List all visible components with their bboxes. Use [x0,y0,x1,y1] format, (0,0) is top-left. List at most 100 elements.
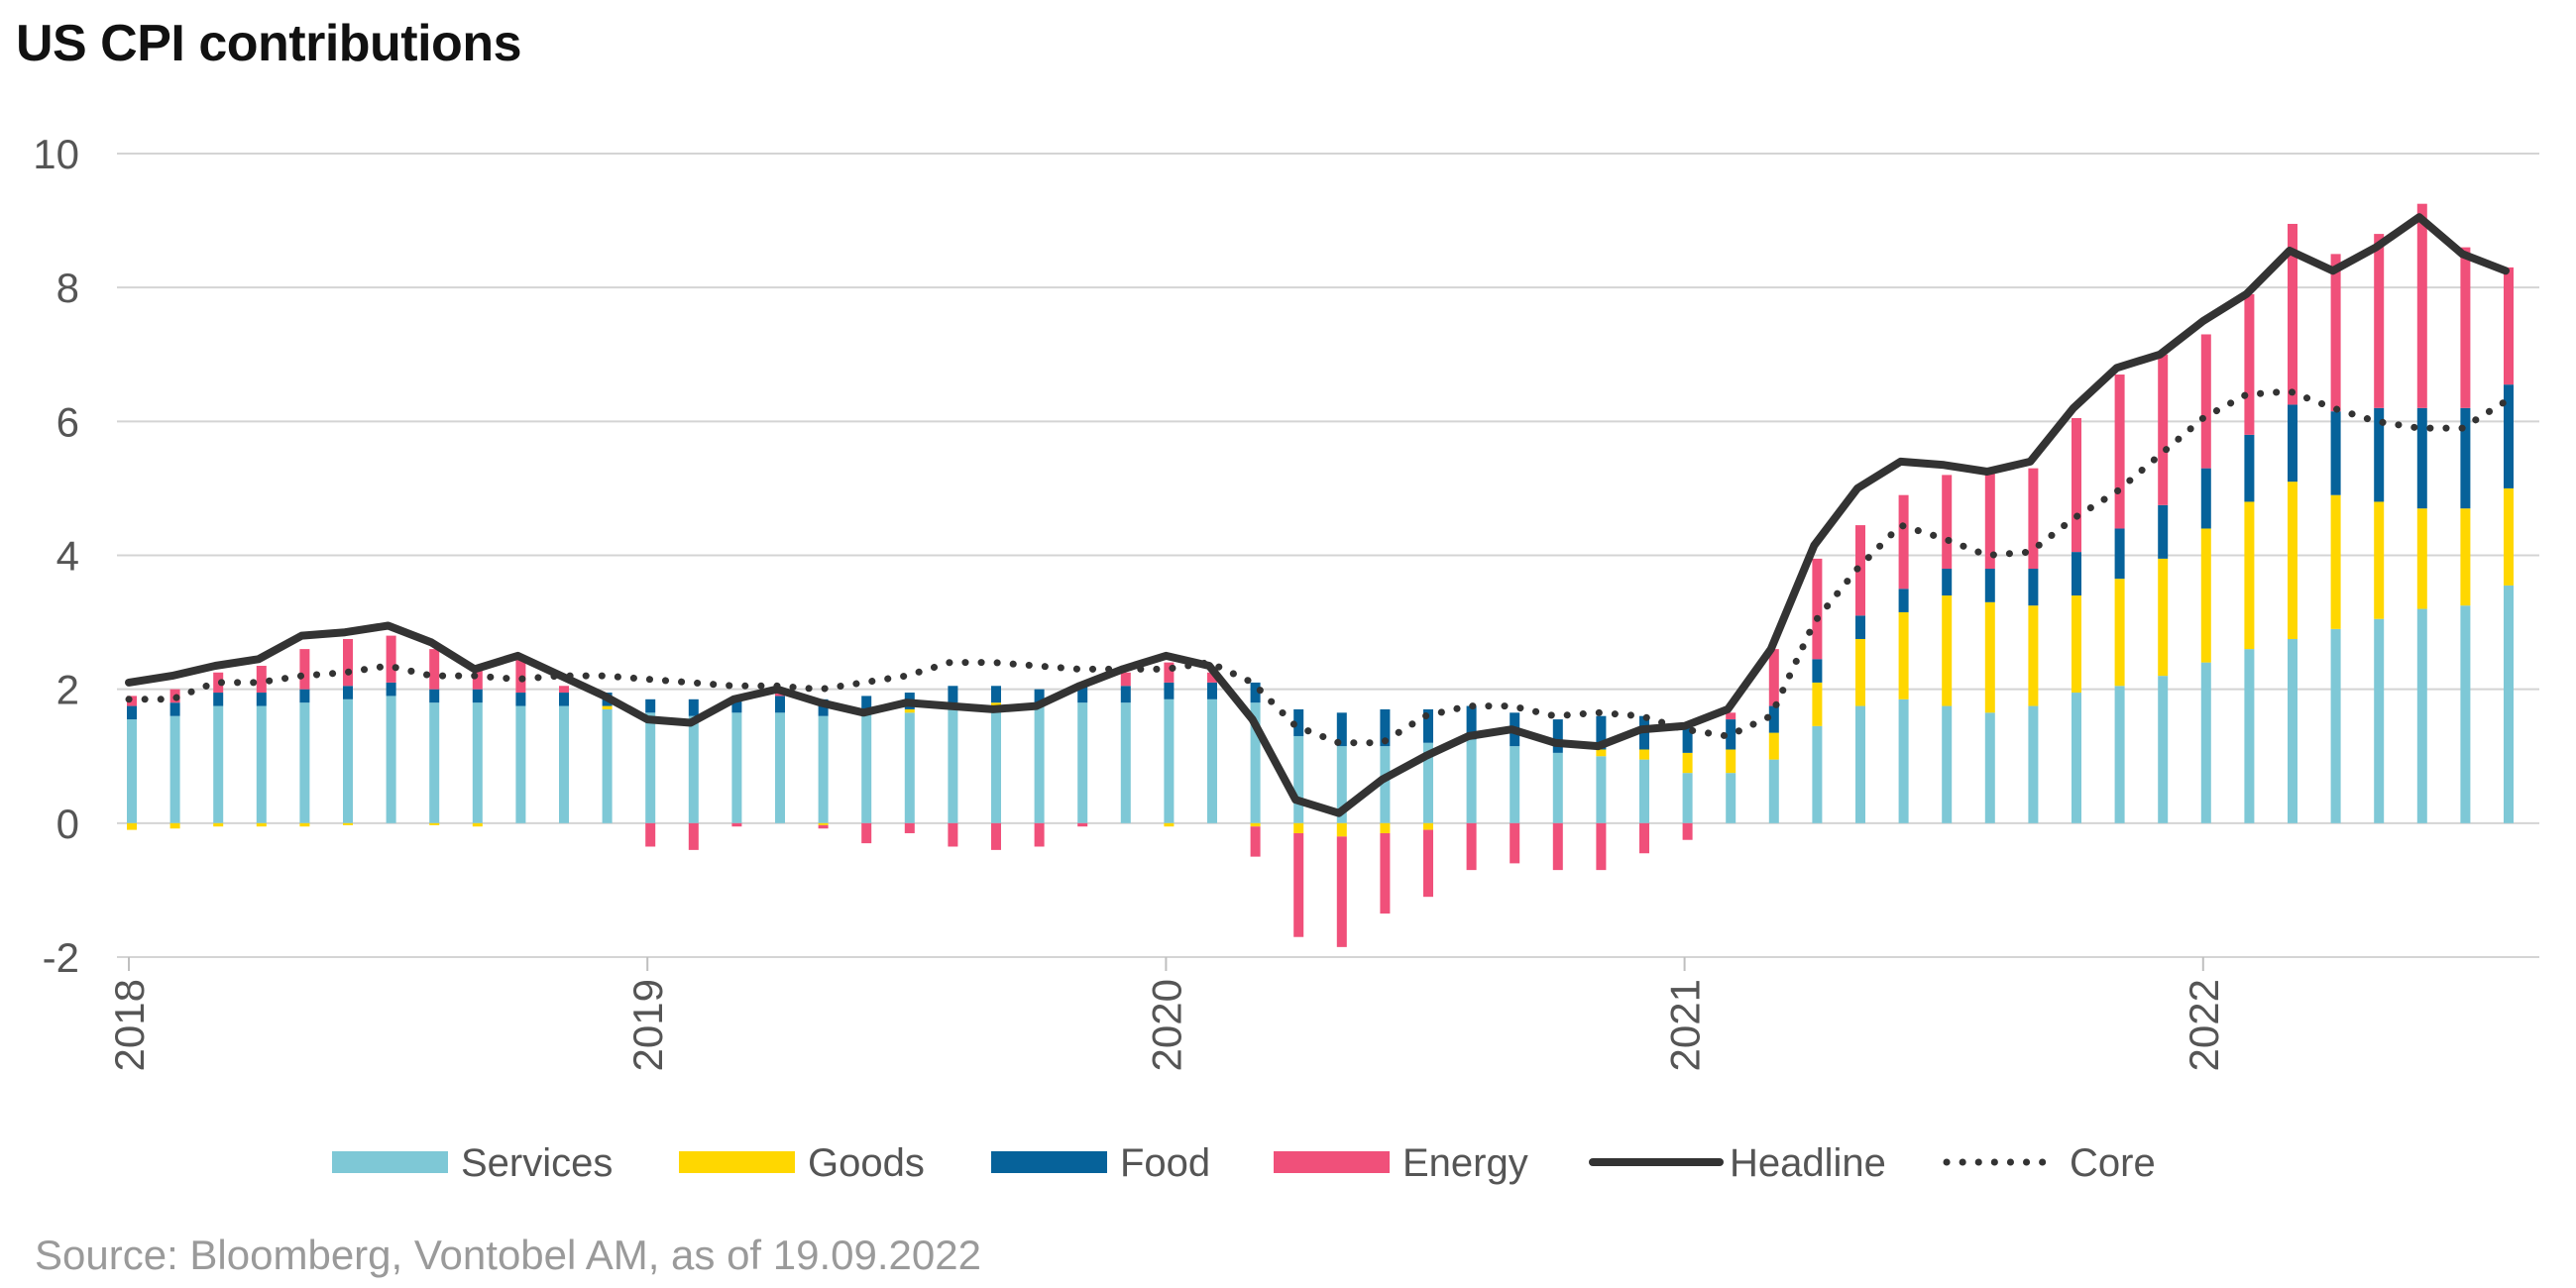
bar-services [1552,752,1563,823]
y-tick-label: 6 [56,398,79,445]
bar-services [1380,746,1391,823]
bar-food [429,689,440,703]
bar-food [688,698,699,716]
bar-services [1293,735,1304,823]
legend-label: Services [461,1141,613,1185]
bar-services [127,719,137,823]
bar-services [2288,638,2297,823]
bar-energy [1466,822,1477,871]
bar-food [1682,722,1693,753]
bar-energy [1164,662,1175,683]
bar-food [559,693,569,706]
bar-energy [1639,822,1649,854]
bar-services [2416,608,2427,823]
bar-services [1466,739,1477,823]
legend-label: Goods [808,1141,925,1185]
bar-services [1120,702,1131,823]
bar-food [2072,552,2081,596]
bar-energy [1726,712,1736,720]
bar-services [948,708,958,823]
bar-energy [1942,475,1953,570]
bar-food [991,686,1001,703]
bar-goods [1639,749,1649,760]
bar-services [1207,698,1217,823]
bar-goods [2504,487,2514,586]
bar-energy [256,666,267,694]
bar-energy [1293,832,1304,937]
bar-energy [1034,822,1045,847]
bar-food [472,689,483,703]
bar-goods [2114,579,2125,687]
bar-goods [127,822,137,830]
bar-energy [1250,826,1261,857]
bar-goods [1898,611,1909,699]
bar-services [2330,628,2341,823]
legend-swatch [332,1151,448,1173]
bar-goods [1855,638,1865,706]
bar-food [818,698,829,716]
chart-title: US CPI contributions [16,15,522,72]
bar-services [1855,705,1865,823]
bar-services [775,712,785,823]
bar-goods [1812,682,1823,726]
y-tick-label: 0 [56,801,79,847]
bar-services [472,702,483,823]
bar-goods [429,822,440,825]
bar-food [2028,569,2039,606]
bar-food [775,696,785,713]
bar-services [2504,585,2514,823]
bar-services [2158,676,2169,823]
bar-services [1812,725,1823,823]
bar-goods [1293,822,1304,833]
bar-food [1552,719,1563,753]
bar-services [1942,705,1953,823]
x-tick-label: 2019 [624,979,671,1071]
bar-energy [1077,822,1088,827]
bar-food [1855,615,1865,639]
bar-goods [2288,482,2297,639]
bar-services [1768,759,1779,823]
bar-food [2114,528,2125,580]
bar-food [1984,569,1995,602]
bar-food [1596,715,1607,750]
bar-food [645,698,656,713]
bar-food [1034,689,1045,706]
bar-food [299,689,310,703]
y-tick-label: -2 [43,934,79,981]
bar-energy [1682,822,1693,840]
bar-energy [2028,468,2039,570]
bar-services [386,696,396,823]
bar-services [1639,759,1649,823]
bar-goods [1596,749,1607,757]
gridlines [117,153,2539,958]
bar-goods [1380,822,1391,833]
bar-food [2416,407,2427,509]
bar-food [1207,682,1217,699]
line-core [125,387,2510,747]
bar-services [515,705,526,823]
bar-services [2114,686,2125,823]
legend-item-goods: Goods [679,1141,925,1185]
bar-energy [818,824,829,829]
y-tick-label: 8 [56,265,79,311]
bar-services [602,708,613,823]
bar-energy [1510,822,1520,864]
bar-food [1768,705,1779,733]
bar-services [1510,746,1520,823]
legend-item-food: Food [991,1141,1210,1185]
bar-goods [256,822,267,827]
bar-energy [1984,472,1995,570]
bar-services [343,698,353,823]
bar-goods [2028,605,2039,706]
bar-goods [2244,501,2255,650]
y-axis: 10 8 6 4 2 0 -2 [33,131,79,981]
bar-food [1380,708,1391,747]
bar-energy [1812,558,1823,660]
y-tick-label: 10 [33,131,79,177]
lines [125,213,2510,817]
bar-energy [1768,649,1779,706]
bar-food [948,686,958,703]
bar-goods [2200,528,2211,663]
bar-energy [731,822,742,827]
bar-goods [2374,501,2385,619]
